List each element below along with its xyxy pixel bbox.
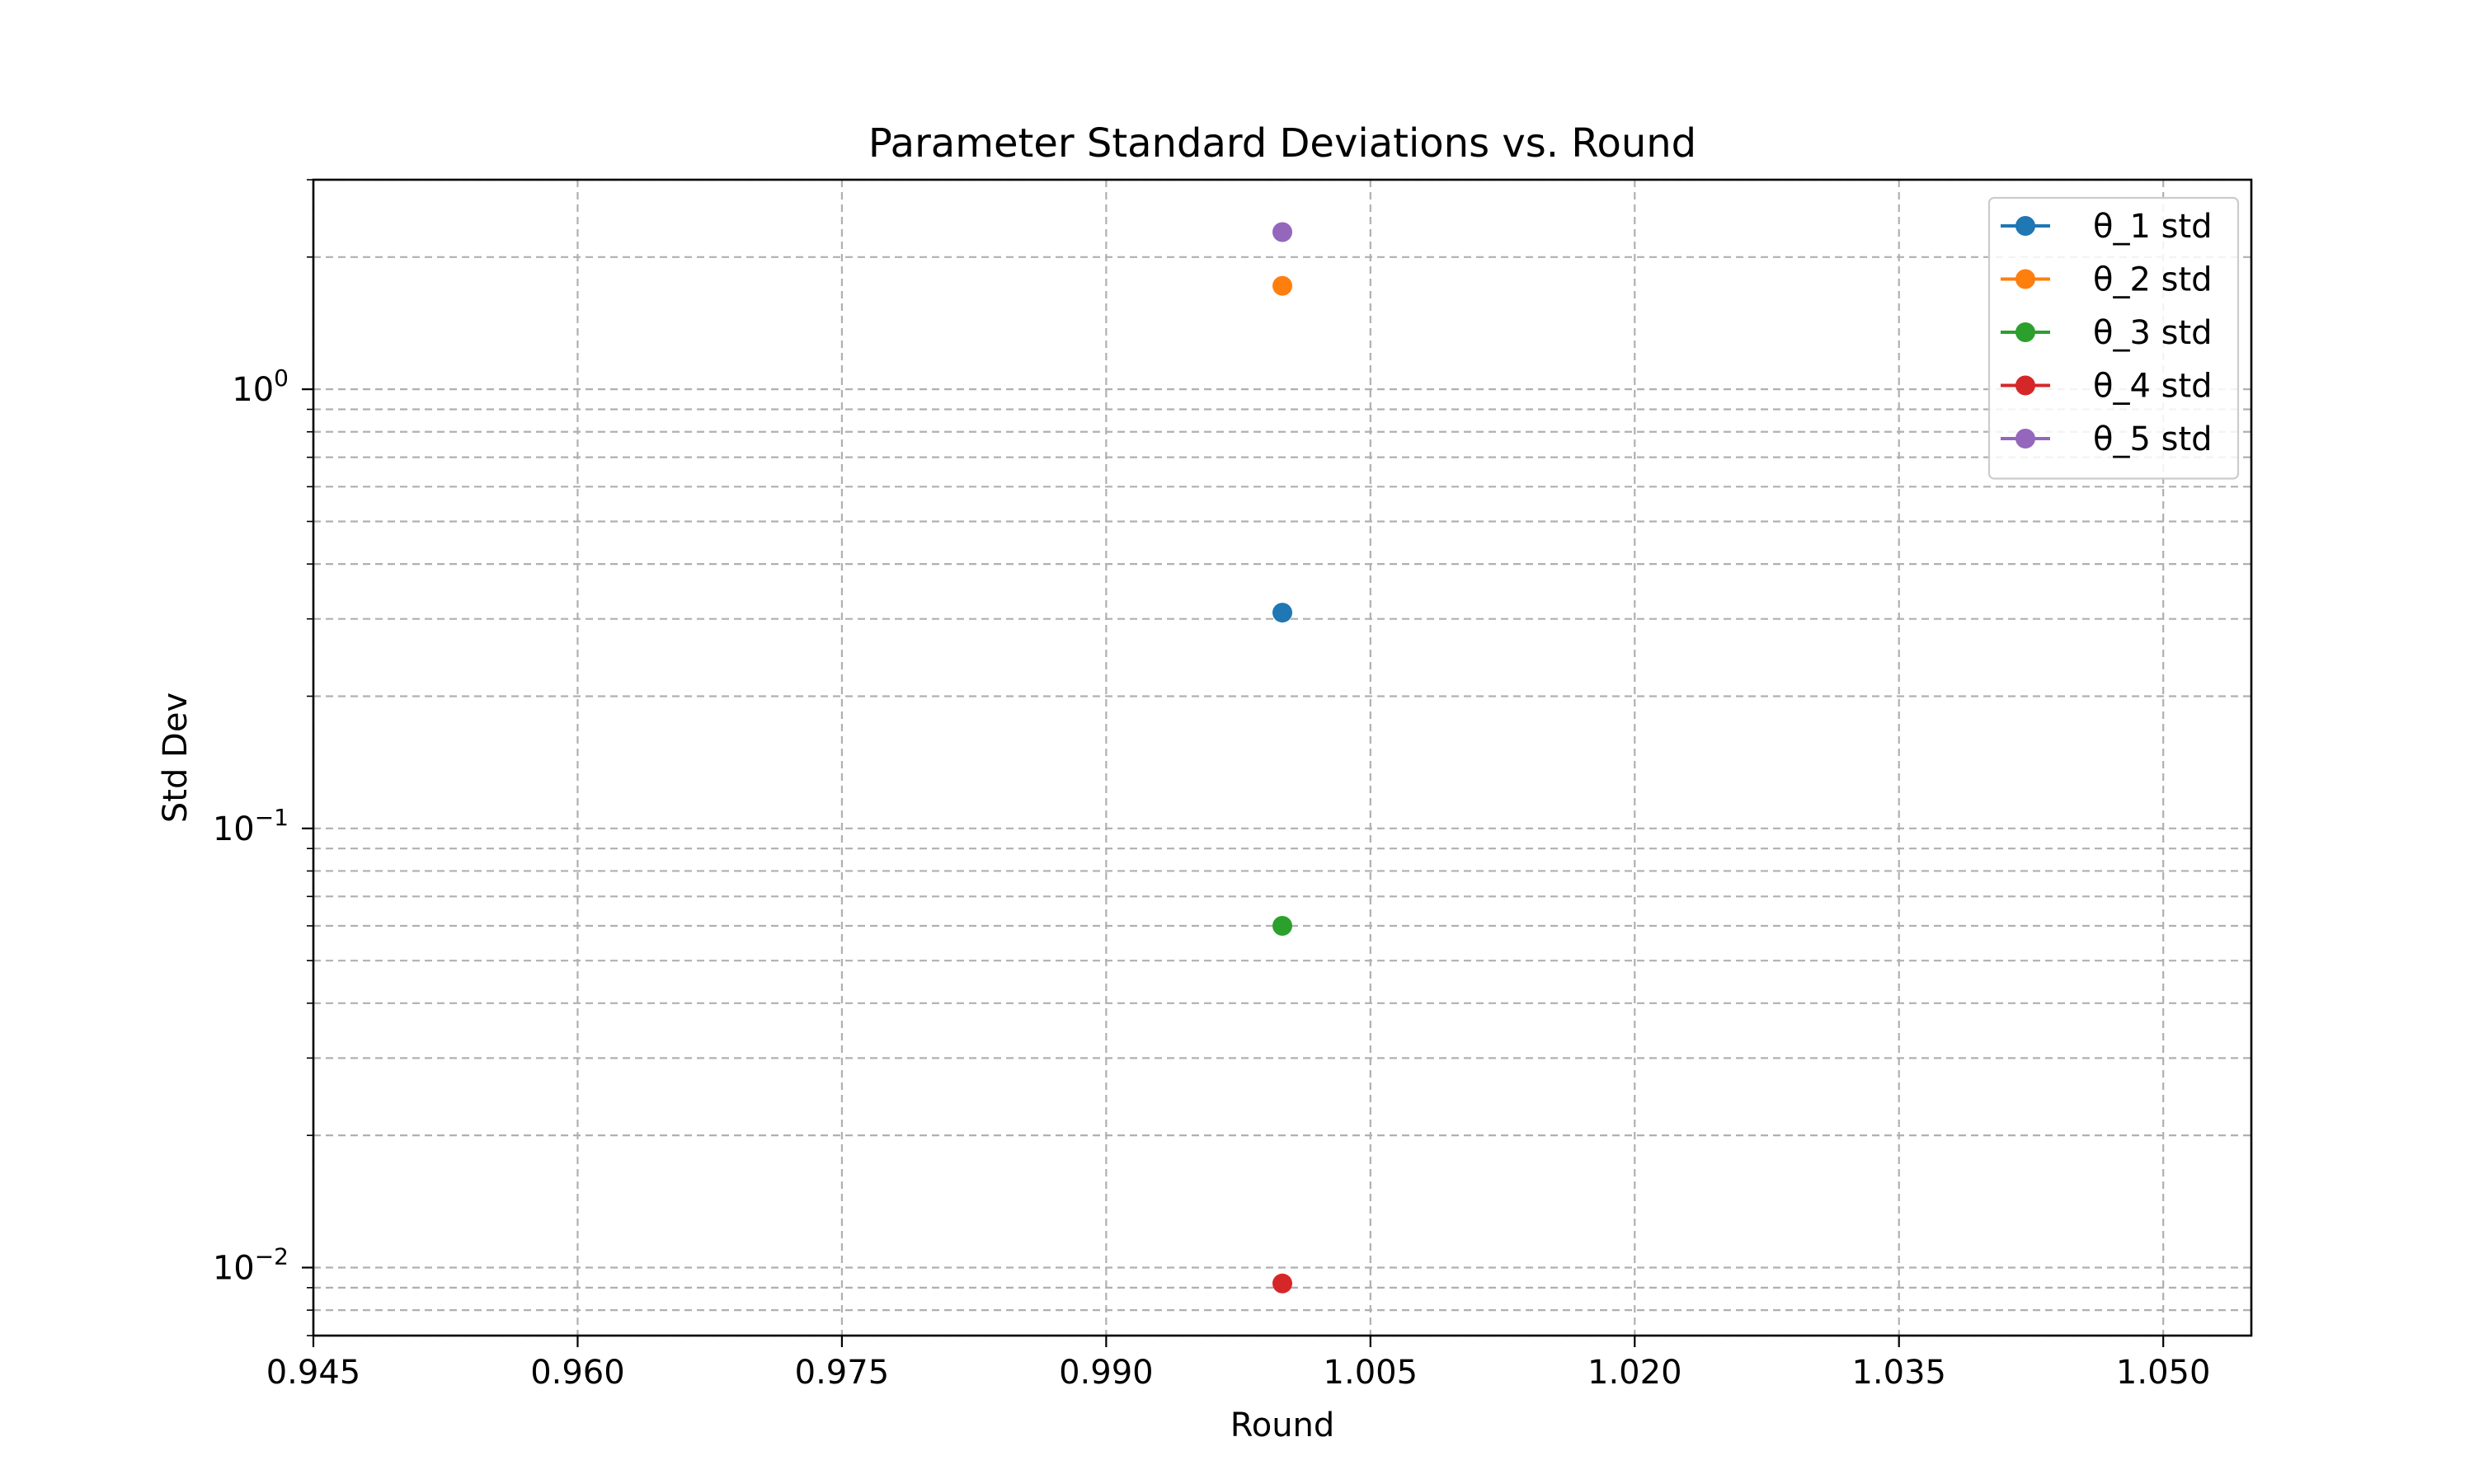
data-point [1272, 603, 1292, 623]
legend-entry: θ_3 std [2001, 314, 2213, 352]
data-point [1272, 915, 1292, 936]
series-5 [1272, 222, 1292, 242]
legend-label: θ_3 std [2093, 314, 2213, 352]
legend-label: θ_5 std [2093, 420, 2213, 458]
series-2 [1272, 275, 1292, 296]
legend-label: θ_4 std [2093, 368, 2213, 406]
y-axis-ticks: 100 10−1 10−2 [213, 179, 313, 1336]
plot-series [1272, 222, 1292, 1294]
x-axis-ticks: 0.945 0.960 0.975 0.990 1.005 1.020 1.035 1.050 [266, 1336, 2211, 1392]
legend-entry: θ_1 std [2001, 208, 2213, 246]
x-tick-label: 0.975 [795, 1354, 890, 1392]
legend-label: θ_1 std [2093, 208, 2213, 246]
legend-marker [2015, 322, 2035, 342]
plot-area-frame [312, 178, 2253, 1337]
data-point [1272, 275, 1292, 296]
x-tick-label: 1.020 [1587, 1354, 1682, 1392]
legend-label: θ_2 std [2093, 261, 2213, 299]
chart-title: Parameter Standard Deviations vs. Round [868, 120, 1696, 167]
x-tick-label: 0.945 [266, 1354, 361, 1392]
series-4 [1272, 1273, 1292, 1294]
y-tick-label: 10−2 [213, 1242, 289, 1287]
series-1 [1272, 603, 1292, 623]
data-point [1272, 1273, 1292, 1294]
legend-marker [2015, 216, 2035, 236]
y-tick-label: 100 [232, 364, 289, 409]
x-tick-label: 0.990 [1059, 1354, 1154, 1392]
x-tick-label: 0.960 [530, 1354, 625, 1392]
legend: θ_1 std θ_2 std θ_3 std θ_4 std θ_5 std [1987, 196, 2240, 480]
x-tick-label: 1.035 [1851, 1354, 1946, 1392]
legend-entry: θ_5 std [2001, 420, 2213, 458]
y-axis-label: Std Dev [157, 693, 195, 823]
y-tick-label: 10−1 [213, 804, 289, 848]
x-axis-label: Round [1230, 1407, 1335, 1444]
legend-entry: θ_2 std [2001, 261, 2213, 299]
legend-marker [2015, 269, 2035, 289]
legend-frame [1987, 196, 2240, 480]
legend-marker [2015, 429, 2035, 448]
legend-entry: θ_4 std [2001, 368, 2213, 406]
series-3 [1272, 915, 1292, 936]
x-tick-label: 1.050 [2116, 1354, 2211, 1392]
legend-marker [2015, 375, 2035, 396]
x-tick-label: 1.005 [1324, 1354, 1418, 1392]
data-point [1272, 222, 1292, 242]
